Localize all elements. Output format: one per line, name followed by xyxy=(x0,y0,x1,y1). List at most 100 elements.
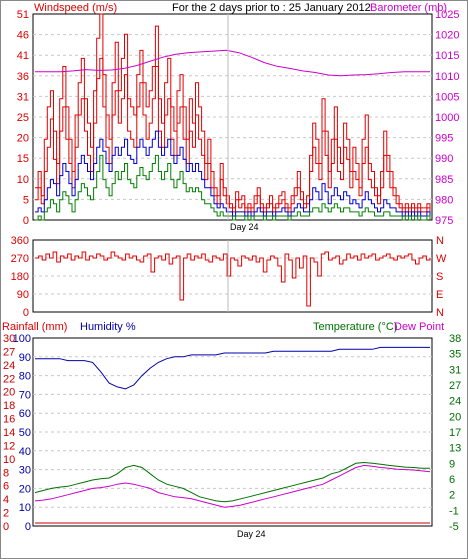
thermo-right-ticks: -5 -1 2 6 9 13 17 20 24 27 31 35 38 xyxy=(449,333,461,533)
direction-tick-label: 0 xyxy=(23,307,29,319)
temperature-tick-label: 38 xyxy=(449,333,461,345)
wind-tick-label: 51 xyxy=(17,9,29,21)
thermo-panel: 0102030405060708090100024681012141618202… xyxy=(3,333,461,539)
rain-tick-label: 20 xyxy=(3,387,15,399)
rain-label: Rainfall (mm) xyxy=(2,321,67,333)
rain-tick-label: 24 xyxy=(3,360,15,372)
temperature-tick-label: 6 xyxy=(449,474,455,486)
compass-tick-label: E xyxy=(436,289,443,301)
series-gust xyxy=(35,13,431,209)
humidity-label: Humidity % xyxy=(80,321,136,333)
humidity-tick-label: 90 xyxy=(19,352,31,364)
temperature-tick-label: 24 xyxy=(449,396,461,408)
period-title: For the 2 days prior to : 25 January 201… xyxy=(172,2,371,14)
wind-tick-label: 46 xyxy=(17,30,29,42)
series-dew-point xyxy=(34,464,431,508)
series-wind-direction xyxy=(35,251,431,307)
rain-tick-label: 18 xyxy=(3,400,15,412)
rain-tick-label: 30 xyxy=(3,333,15,345)
wind-tick-label: 10 xyxy=(17,174,29,186)
thermo-left-ticks: 0102030405060708090100024681012141618202… xyxy=(3,333,31,533)
humidity-tick-label: 80 xyxy=(19,371,31,383)
barometer-y-ticks: 975 980 985 990 995 1000 1005 1010 1015 1020 1025 xyxy=(435,9,459,227)
series-barometer xyxy=(35,49,430,77)
wind-tick-label: 36 xyxy=(17,71,29,83)
temperature-label: Temperature (°C) xyxy=(313,321,397,333)
wind-tick-label: 5 xyxy=(23,194,29,206)
rain-tick-label: 0 xyxy=(3,521,9,533)
wind-tick-label: 31 xyxy=(17,91,29,103)
direction-tick-label: 90 xyxy=(17,289,29,301)
humidity-tick-label: 100 xyxy=(13,333,31,345)
humidity-tick-label: 70 xyxy=(19,389,31,401)
thermo-series xyxy=(34,346,431,524)
series-humidity xyxy=(35,346,430,390)
temperature-tick-label: 20 xyxy=(449,411,461,423)
thermo-grid xyxy=(33,356,432,508)
barometer-tick-label: 990 xyxy=(435,153,453,165)
thermo-day-label: Day 24 xyxy=(237,529,266,539)
direction-tick-label: 180 xyxy=(11,271,29,283)
wind-title: Windspeed (m/s) xyxy=(34,2,117,14)
wind-tick-label: 0 xyxy=(23,215,29,227)
series-temperature xyxy=(34,461,430,503)
wind-y-ticks: 0 5 10 15 20 25 31 36 41 46 51 xyxy=(17,9,29,227)
series-lull xyxy=(35,154,431,221)
compass-tick-label: W xyxy=(436,253,447,265)
rain-tick-label: 22 xyxy=(3,373,15,385)
rain-tick-label: 27 xyxy=(3,346,15,358)
series-average xyxy=(35,130,431,217)
humidity-tick-label: 30 xyxy=(19,465,31,477)
direction-tick-label: 360 xyxy=(11,235,29,247)
humidity-tick-label: 10 xyxy=(19,502,31,514)
barometer-tick-label: 1025 xyxy=(435,9,459,21)
humidity-tick-label: 0 xyxy=(25,521,31,533)
barometer-tick-label: 1015 xyxy=(435,50,459,62)
rain-tick-label: 14 xyxy=(3,427,15,439)
humidity-tick-label: 60 xyxy=(19,408,31,420)
barometer-tick-label: 985 xyxy=(435,174,453,186)
barometer-tick-label: 1005 xyxy=(435,91,459,103)
temperature-tick-label: 2 xyxy=(449,490,455,502)
temperature-tick-label: -1 xyxy=(449,505,459,517)
wind-series xyxy=(35,13,431,221)
wind-tick-label: 41 xyxy=(17,50,29,62)
temperature-tick-label: -5 xyxy=(449,521,459,533)
barometer-tick-label: 975 xyxy=(435,215,453,227)
rain-tick-label: 16 xyxy=(3,414,15,426)
direction-series xyxy=(35,251,431,307)
rain-tick-label: 12 xyxy=(3,440,15,452)
rain-tick-label: 4 xyxy=(3,494,9,506)
rain-tick-label: 6 xyxy=(3,481,9,493)
compass-tick-label: S xyxy=(436,271,443,283)
dew-point-label: Dew Point xyxy=(394,321,444,333)
temperature-tick-label: 9 xyxy=(449,458,455,470)
temperature-tick-label: 13 xyxy=(449,443,461,455)
temperature-tick-label: 35 xyxy=(449,349,461,361)
rain-tick-label: 8 xyxy=(3,467,9,479)
temperature-tick-label: 17 xyxy=(449,427,461,439)
rain-tick-label: 2 xyxy=(3,508,9,520)
wind-tick-label: 20 xyxy=(17,133,29,145)
barometer-title: Barometer (mb) xyxy=(370,2,447,14)
direction-tick-label: 270 xyxy=(11,253,29,265)
humidity-tick-label: 40 xyxy=(19,446,31,458)
barometer-tick-label: 1000 xyxy=(435,112,459,124)
direction-y-ticks: 0 90 180 270 360 xyxy=(11,235,29,319)
wind-tick-label: 15 xyxy=(17,153,29,165)
barometer-tick-label: 980 xyxy=(435,194,453,206)
humidity-tick-label: 20 xyxy=(19,483,31,495)
humidity-tick-label: 50 xyxy=(19,427,31,439)
temperature-tick-label: 27 xyxy=(449,380,461,392)
barometer-tick-label: 1010 xyxy=(435,71,459,83)
compass-tick-label: N xyxy=(436,235,444,247)
temperature-tick-label: 31 xyxy=(449,364,461,376)
series-windspeed-m-s- xyxy=(35,57,431,213)
barometer-tick-label: 995 xyxy=(435,133,453,145)
compass-tick-label: N xyxy=(436,307,444,319)
